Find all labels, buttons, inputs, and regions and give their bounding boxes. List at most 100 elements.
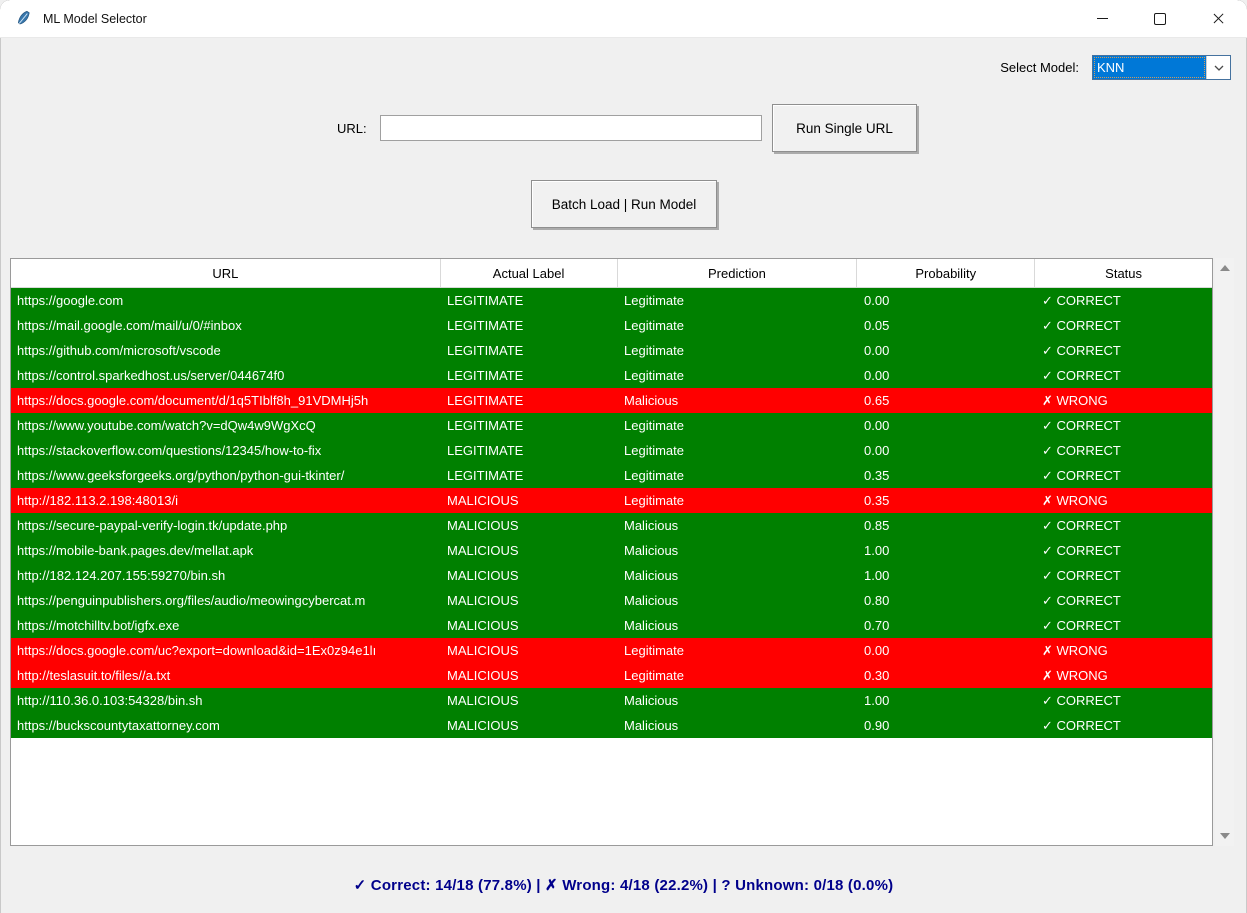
table-row[interactable]: https://www.geeksforgeeks.org/python/pyt…	[11, 463, 1212, 488]
cell-url: https://stackoverflow.com/questions/1234…	[17, 443, 322, 458]
cell-status: ✓ CORRECT	[1042, 342, 1121, 358]
cell-url: https://github.com/microsoft/vscode	[17, 343, 221, 358]
cell-probability: 0.30	[864, 668, 890, 683]
cell-prediction: Legitimate	[624, 318, 684, 333]
table-row[interactable]: http://182.124.207.155:59270/bin.sh MALIC…	[11, 563, 1212, 588]
cell-probability: 0.90	[864, 718, 890, 733]
cell-status: ✓ CORRECT	[1042, 442, 1121, 458]
cell-probability: 0.35	[864, 493, 890, 508]
scroll-up-arrow-icon[interactable]	[1219, 265, 1230, 271]
cell-prediction: Malicious	[624, 718, 679, 733]
cell-actual_label: LEGITIMATE	[447, 443, 524, 458]
cell-status: ✓ CORRECT	[1042, 592, 1121, 608]
table-row[interactable]: https://docs.google.com/document/d/1q5TI…	[11, 388, 1212, 413]
minimize-button[interactable]	[1073, 0, 1131, 37]
cell-prediction: Malicious	[624, 393, 679, 408]
table-row[interactable]: https://buckscountytaxattorney.com MALICI…	[11, 713, 1212, 738]
table-row[interactable]: https://secure-paypal-verify-login.tk/up…	[11, 513, 1212, 538]
chevron-down-icon	[1214, 65, 1223, 71]
table-body: https://google.com LEGITIMATE Legitimate 0.…	[11, 288, 1212, 738]
column-header-actual_label[interactable]: Actual Label	[441, 259, 618, 287]
model-combobox-value[interactable]: KNN	[1093, 56, 1206, 79]
cell-prediction: Legitimate	[624, 643, 684, 658]
cell-status: ✓ CORRECT	[1042, 317, 1121, 333]
cell-actual_label: MALICIOUS	[447, 693, 519, 708]
table-scrollbar[interactable]	[1215, 258, 1234, 846]
url-input[interactable]	[380, 115, 762, 141]
window-controls	[1073, 0, 1247, 37]
cell-prediction: Malicious	[624, 543, 679, 558]
close-button[interactable]	[1189, 0, 1247, 37]
table-row[interactable]: https://google.com LEGITIMATE Legitimate 0.…	[11, 288, 1212, 313]
cell-actual_label: LEGITIMATE	[447, 343, 524, 358]
cell-actual_label: LEGITIMATE	[447, 293, 524, 308]
maximize-icon	[1154, 12, 1166, 25]
table-row[interactable]: https://www.youtube.com/watch?v=dQw4w9Wg…	[11, 413, 1212, 438]
cell-url: https://google.com	[17, 293, 124, 308]
minimize-icon	[1096, 17, 1108, 20]
cell-status: ✗ WRONG	[1042, 392, 1108, 408]
cell-probability: 0.05	[864, 318, 890, 333]
cell-prediction: Malicious	[624, 568, 679, 583]
column-header-prediction[interactable]: Prediction	[618, 259, 858, 287]
table-row[interactable]: https://mail.google.com/mail/u/0/#inbox L…	[11, 313, 1212, 338]
combobox-dropdown-button[interactable]	[1206, 56, 1230, 79]
cell-url: http://110.36.0.103:54328/bin.sh	[17, 693, 203, 708]
cell-actual_label: LEGITIMATE	[447, 418, 524, 433]
table-row[interactable]: https://docs.google.com/uc?export=downlo…	[11, 638, 1212, 663]
cell-probability: 0.00	[864, 418, 890, 433]
cell-prediction: Legitimate	[624, 468, 684, 483]
model-combobox[interactable]: KNN	[1092, 55, 1231, 80]
table-row[interactable]: https://control.sparkedhost.us/server/04…	[11, 363, 1212, 388]
cell-probability: 0.85	[864, 518, 890, 533]
table-row[interactable]: http://182.113.2.198:48013/i MALICIOUS Leg…	[11, 488, 1212, 513]
cell-url: http://teslasuit.to/files//a.txt	[17, 668, 171, 683]
cell-probability: 0.00	[864, 643, 890, 658]
column-header-url[interactable]: URL	[11, 259, 441, 287]
cell-status: ✗ WRONG	[1042, 667, 1108, 683]
table-row[interactable]: http://110.36.0.103:54328/bin.sh MALICIOU…	[11, 688, 1212, 713]
table-row[interactable]: https://stackoverflow.com/questions/1234…	[11, 438, 1212, 463]
cell-probability: 0.80	[864, 593, 890, 608]
cell-url: https://mobile-bank.pages.dev/mellat.apk	[17, 543, 254, 558]
column-header-status[interactable]: Status	[1105, 265, 1143, 281]
cell-url: https://docs.google.com/uc?export=downlo…	[17, 643, 377, 658]
table-row[interactable]: https://motchilltv.bot/igfx.exe MALICIOUS…	[11, 613, 1212, 638]
cell-actual_label: MALICIOUS	[447, 643, 519, 658]
python-app-icon	[15, 10, 32, 27]
cell-url: https://www.youtube.com/watch?v=dQw4w9Wg…	[17, 418, 316, 433]
cell-status: ✗ WRONG	[1042, 492, 1108, 508]
cell-actual_label: LEGITIMATE	[447, 393, 524, 408]
table-row[interactable]: https://mobile-bank.pages.dev/mellat.apk…	[11, 538, 1212, 563]
table-row[interactable]: http://teslasuit.to/files//a.txt MALICIOU…	[11, 663, 1212, 688]
table-row[interactable]: https://github.com/microsoft/vscode LEGIT…	[11, 338, 1212, 363]
cell-actual_label: MALICIOUS	[447, 518, 519, 533]
column-header-probability[interactable]: Probability	[857, 259, 1036, 287]
table-row[interactable]: https://penguinpublishers.org/files/audi…	[11, 588, 1212, 613]
cell-prediction: Malicious	[624, 593, 679, 608]
model-selector-row: Select Model: KNN	[1000, 55, 1231, 80]
cell-prediction: Legitimate	[624, 343, 684, 358]
cell-actual_label: MALICIOUS	[447, 493, 519, 508]
cell-url: https://docs.google.com/document/d/1q5TI…	[17, 393, 369, 408]
cell-status: ✓ CORRECT	[1042, 567, 1121, 583]
cell-actual_label: MALICIOUS	[447, 593, 519, 608]
cell-actual_label: MALICIOUS	[447, 718, 519, 733]
cell-url: https://control.sparkedhost.us/server/04…	[17, 368, 285, 383]
scroll-down-arrow-icon[interactable]	[1219, 833, 1230, 839]
cell-prediction: Malicious	[624, 518, 679, 533]
cell-url: http://182.113.2.198:48013/i	[17, 493, 178, 508]
batch-load-run-model-button[interactable]: Batch Load | Run Model	[531, 180, 717, 228]
cell-status: ✓ CORRECT	[1042, 617, 1121, 633]
url-label: URL:	[337, 121, 367, 136]
run-single-url-button[interactable]: Run Single URL	[772, 104, 917, 152]
results-summary: ✓ Correct: 14/18 (77.8%) | ✗ Wrong: 4/18…	[353, 877, 894, 894]
cell-probability: 0.00	[864, 343, 890, 358]
maximize-button[interactable]	[1131, 0, 1189, 37]
cell-status: ✓ CORRECT	[1042, 717, 1121, 733]
cell-url: https://mail.google.com/mail/u/0/#inbox	[17, 318, 242, 333]
cell-status: ✓ CORRECT	[1042, 542, 1121, 558]
cell-prediction: Legitimate	[624, 418, 684, 433]
cell-url: https://www.geeksforgeeks.org/python/pyt…	[17, 468, 345, 483]
cell-prediction: Legitimate	[624, 368, 684, 383]
